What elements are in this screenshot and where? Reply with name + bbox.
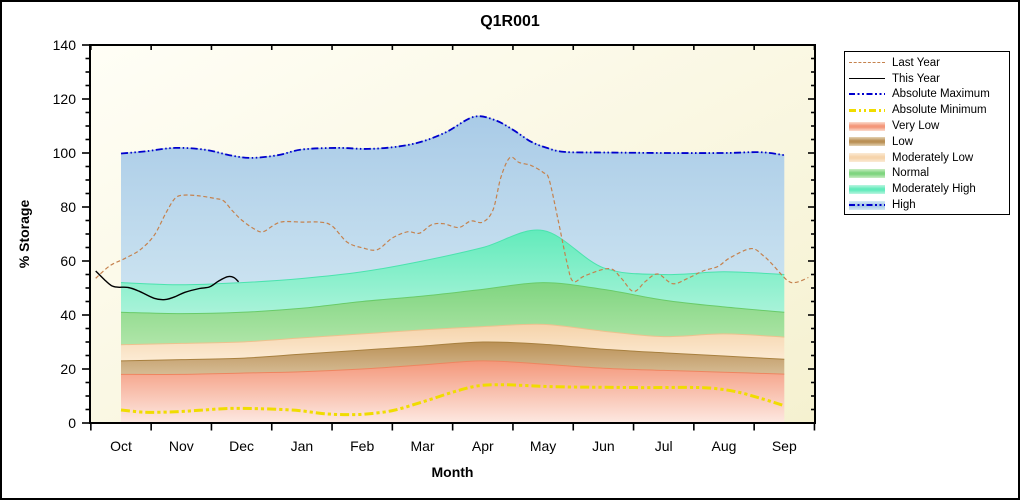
line-absolute-maximum xyxy=(120,115,785,159)
x-tick-label-jul: Jul xyxy=(655,438,673,454)
x-tick-label-nov: Nov xyxy=(169,438,194,454)
band-very-low xyxy=(121,360,785,423)
legend-label-last-year: Last Year xyxy=(892,56,940,69)
legend-label-normal: Normal xyxy=(892,167,930,180)
legend-item-normal: Normal xyxy=(849,166,1009,182)
legend-sample-high-line xyxy=(849,204,885,207)
legend-item-low: Low xyxy=(849,134,1009,150)
legend-sample-this-year-line xyxy=(849,78,885,80)
band-edge-low xyxy=(120,341,785,362)
band-edge-moderately-high xyxy=(120,229,785,286)
x-tick-label-aug: Aug xyxy=(712,438,737,454)
x-tick-label-sep: Sep xyxy=(772,438,797,454)
y-axis-title: % Storage xyxy=(16,200,32,269)
x-axis-title: Month xyxy=(432,464,474,480)
x-tick-label-jan: Jan xyxy=(291,438,314,454)
legend-item-high: High xyxy=(849,197,1009,213)
legend-label-absolute-maximum: Absolute Maximum xyxy=(892,88,990,101)
axes xyxy=(82,44,816,431)
line-last-year xyxy=(95,156,809,293)
chart-title: Q1R001 xyxy=(480,13,540,30)
legend-sample-moderately-low-swatch xyxy=(849,153,885,163)
legend-item-this-year: This Year xyxy=(849,71,1009,87)
legend-sample-absolute-minimum-line xyxy=(849,108,885,112)
y-tick-label: 120 xyxy=(53,91,77,107)
legend-label-high: High xyxy=(892,199,916,212)
band-low xyxy=(121,341,785,375)
legend-item-very-low: Very Low xyxy=(849,118,1009,134)
percentile-bands xyxy=(120,115,785,423)
line-this-year xyxy=(95,270,240,301)
x-tick-label-apr: Apr xyxy=(472,438,494,454)
legend-sample-very-low-swatch xyxy=(849,121,885,131)
x-tick-label-oct: Oct xyxy=(110,438,132,454)
y-tick-label: 0 xyxy=(68,415,76,431)
legend-item-absolute-maximum: Absolute Maximum xyxy=(849,87,1009,103)
legend-sample-last-year-line xyxy=(849,62,885,64)
legend-item-last-year: Last Year xyxy=(849,55,1009,71)
band-moderately-high xyxy=(121,230,785,314)
legend-label-this-year: This Year xyxy=(892,72,940,85)
legend-items: Last Year This Year Absolute Maximum Absolu… xyxy=(849,55,1009,213)
band-moderately-low xyxy=(121,324,785,361)
legend-label-moderately-high: Moderately High xyxy=(892,183,976,196)
y-tick-label: 40 xyxy=(60,307,76,323)
x-tick-label-dec: Dec xyxy=(229,438,254,454)
band-high xyxy=(121,116,785,285)
x-tick-label-jun: Jun xyxy=(592,438,615,454)
legend-sample-high-swatch xyxy=(849,200,885,210)
legend-sample-absolute-maximum-line xyxy=(849,93,885,96)
y-tick-label: 140 xyxy=(53,37,77,53)
legend-item-moderately-high: Moderately High xyxy=(849,181,1009,197)
series-lines xyxy=(95,115,809,417)
legend-box: Last Year This Year Absolute Maximum Absolu… xyxy=(844,51,1010,215)
band-edge-very-low xyxy=(120,360,785,375)
band-edge-normal xyxy=(120,282,785,315)
x-tick-label-feb: Feb xyxy=(350,438,374,454)
band-normal xyxy=(121,282,785,345)
legend-item-absolute-minimum: Absolute Minimum xyxy=(849,102,1009,118)
y-tick-label: 100 xyxy=(53,145,77,161)
legend-label-moderately-low: Moderately Low xyxy=(892,151,974,164)
legend-sample-moderately-high-swatch xyxy=(849,184,885,194)
y-tick-label: 80 xyxy=(60,199,76,215)
x-tick-label-may: May xyxy=(530,438,556,454)
band-edge-moderately-low xyxy=(120,323,785,346)
legend-label-low: Low xyxy=(892,135,914,148)
legend-sample-low-swatch xyxy=(849,137,885,147)
x-tick-label-mar: Mar xyxy=(410,438,434,454)
y-tick-label: 20 xyxy=(60,361,76,377)
legend-item-moderately-low: Moderately Low xyxy=(849,150,1009,166)
legend-label-very-low: Very Low xyxy=(892,120,940,133)
y-tick-label: 60 xyxy=(60,253,76,269)
legend-label-absolute-minimum: Absolute Minimum xyxy=(892,104,987,117)
axis-labels: 0 20 40 60 80 100 120 140 Oct Nov Dec Jan Feb Mar Apr M… xyxy=(16,37,797,480)
legend-sample-normal-swatch xyxy=(849,168,885,178)
